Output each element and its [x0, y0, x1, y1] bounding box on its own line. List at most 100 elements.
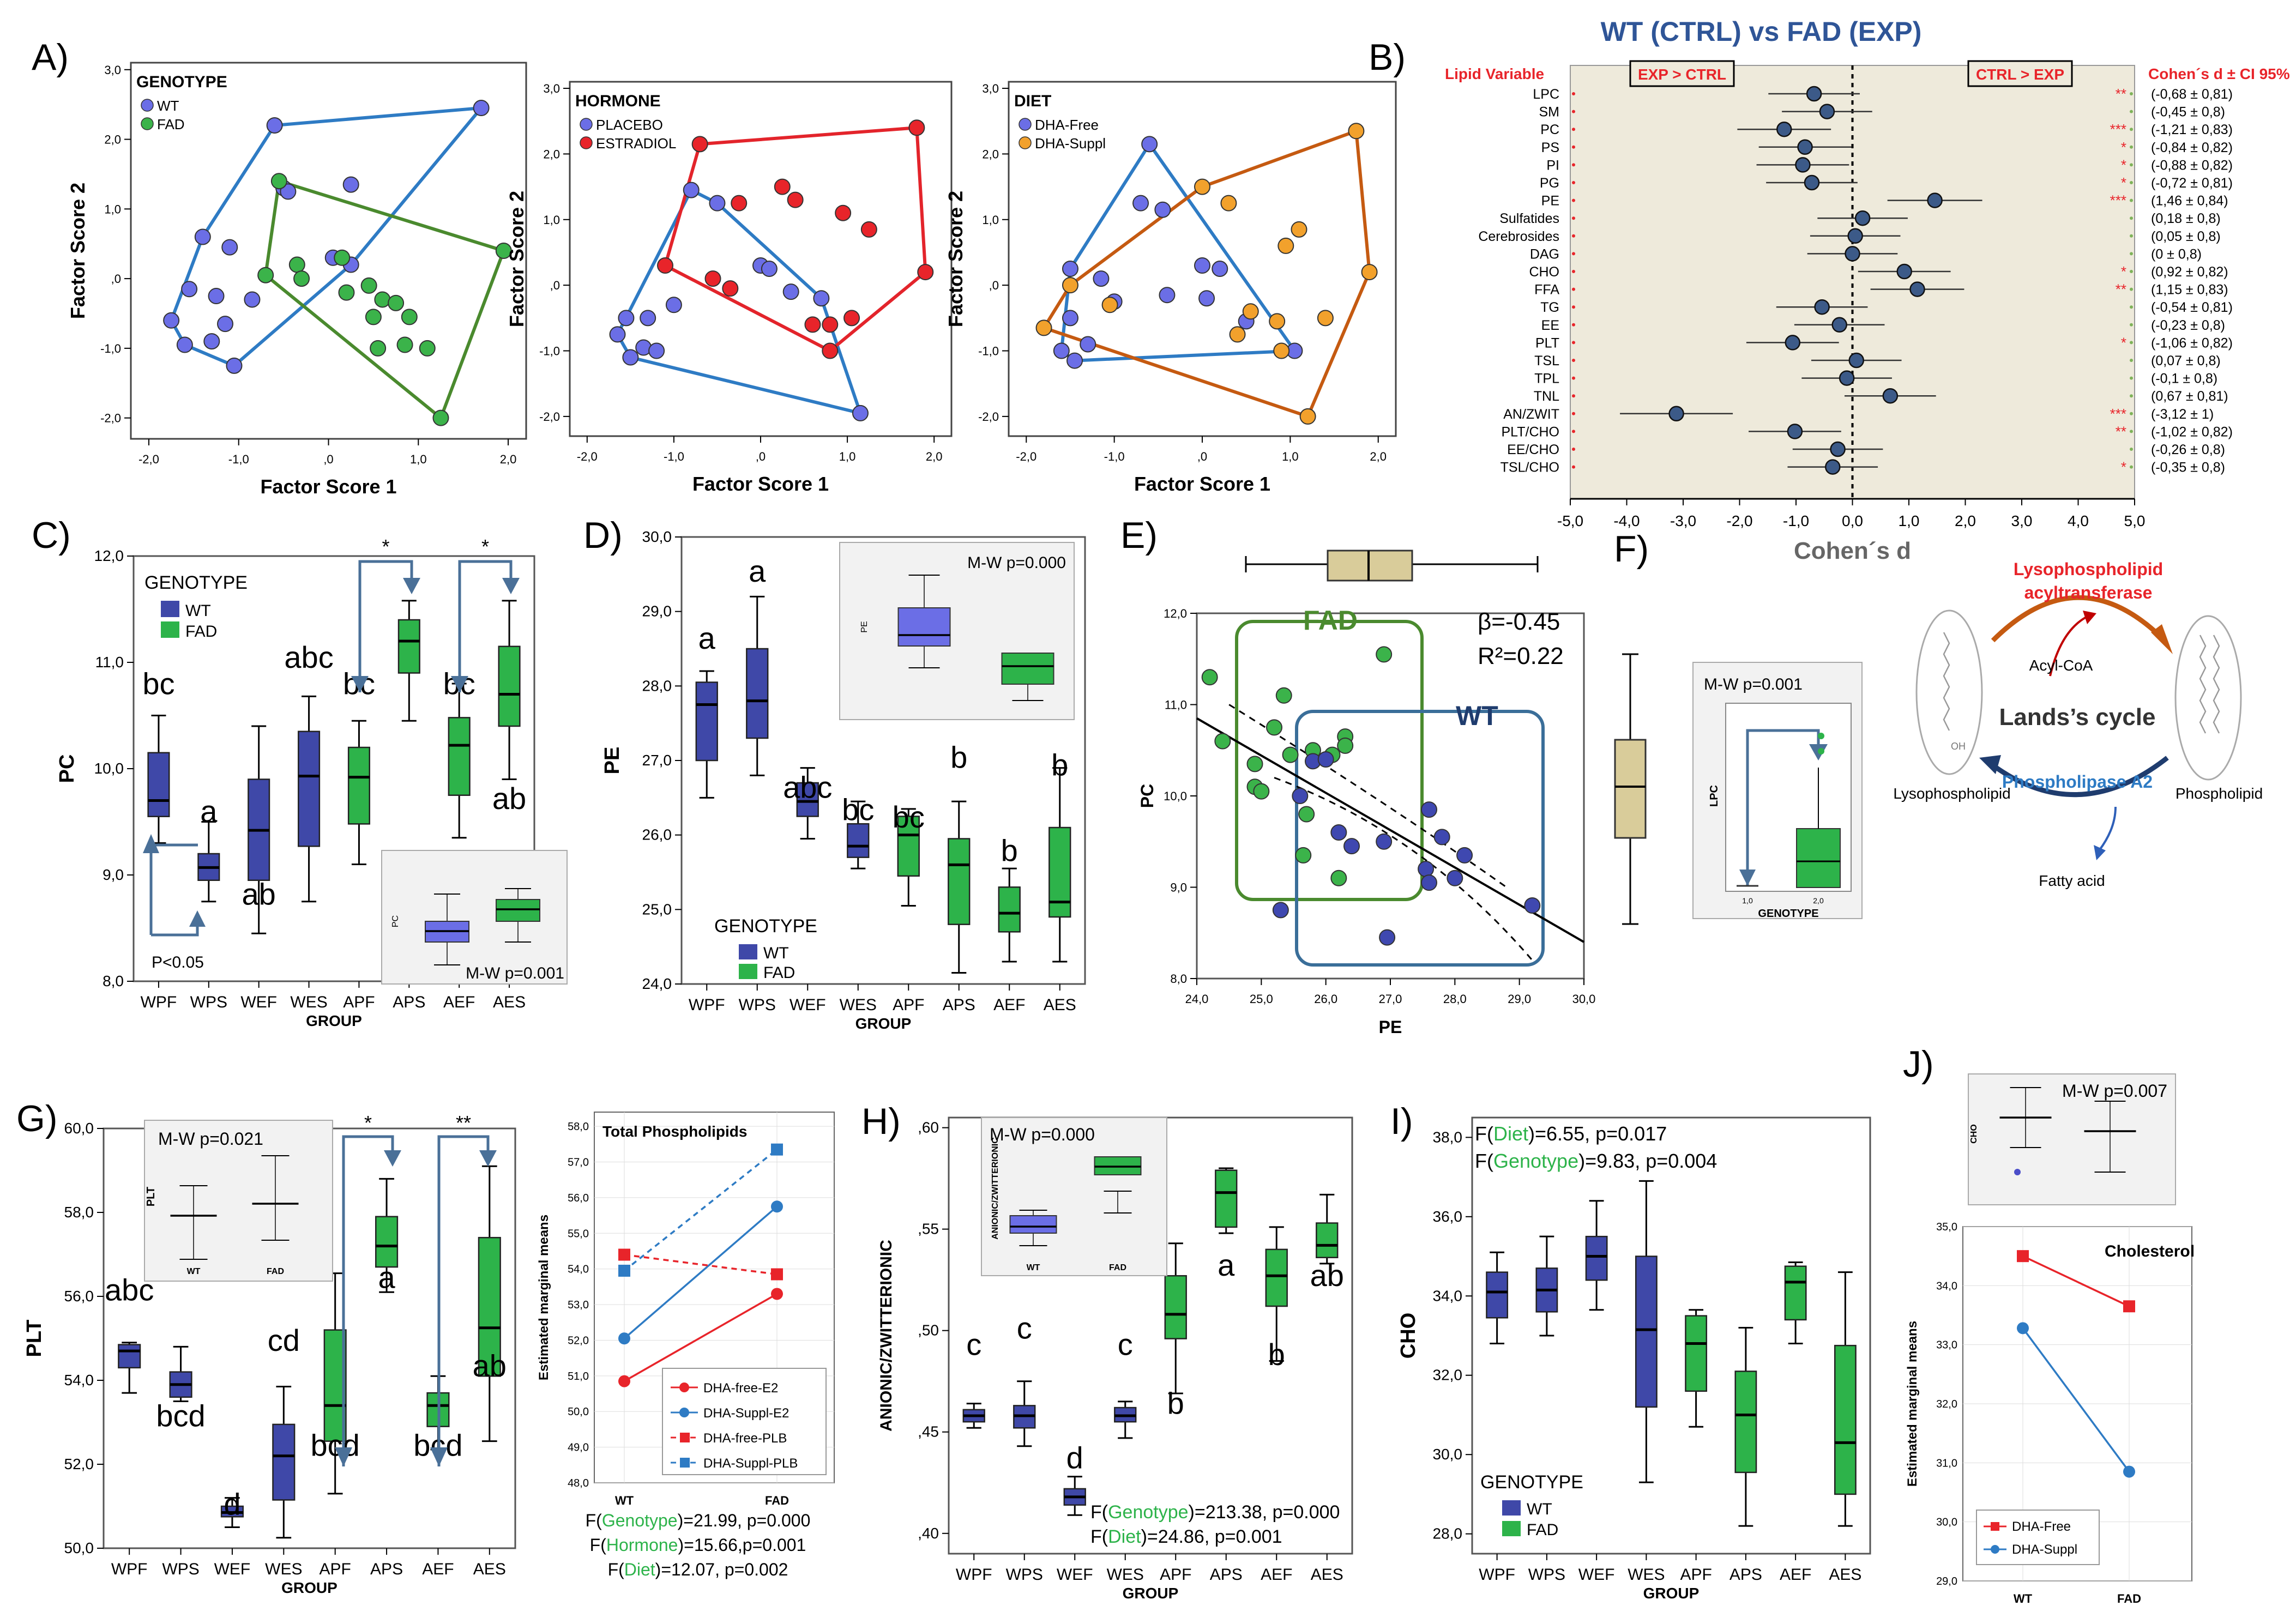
- forest-row-value: (-0,35 ± 0,8): [2151, 460, 2225, 475]
- effect-size-point: [1839, 370, 1855, 386]
- inset-y-label: ANIONIC/ZWITTERIONIC: [991, 1137, 1000, 1240]
- series-marker: [618, 1332, 630, 1345]
- arrow-head: [451, 676, 468, 692]
- row-marker-left: [1572, 128, 1575, 131]
- x-tick-label: WEF: [1057, 1566, 1093, 1584]
- effect-size-point: [1854, 210, 1871, 226]
- data-point: [1295, 847, 1312, 864]
- anova-stat: F(Diet)=12.07, p=0.002: [608, 1560, 788, 1579]
- data-point: [396, 336, 413, 353]
- chart-title: Cholesterol: [2105, 1242, 2195, 1260]
- y-tick-label: 29,0: [642, 603, 672, 620]
- significance-letter: cd: [268, 1323, 300, 1357]
- series-marker: [2123, 1300, 2135, 1313]
- significance-letter: b: [950, 740, 967, 775]
- box-iqr: [1585, 1235, 1608, 1281]
- forest-column-left: Lipid Variable: [1445, 65, 1544, 82]
- stat-value: )=21.99, p=0.000: [678, 1511, 811, 1530]
- data-point: [1272, 902, 1289, 919]
- x-tick-label: 25,0: [1250, 992, 1273, 1006]
- forest-row-name: LPC: [1533, 87, 1559, 102]
- forest-row-name: EE/CHO: [1507, 442, 1559, 457]
- forest-row-name: PE: [1541, 194, 1559, 209]
- legend-marker: [680, 1458, 690, 1468]
- forest-row-value: (0,92 ± 0,82): [2151, 264, 2228, 280]
- inset-test-label: M-W p=0.007: [2062, 1081, 2167, 1101]
- inset-background: [839, 542, 1075, 720]
- box-iqr: [1164, 1275, 1187, 1339]
- x-tick-label: WEF: [790, 996, 826, 1014]
- stat-prefix: F(: [590, 1535, 607, 1555]
- marginal-box-y: [1614, 739, 1647, 839]
- inset-test-label: M-W p=0.000: [967, 554, 1066, 572]
- forest-row-value: (0,05 ± 0,8): [2151, 229, 2221, 244]
- stat-prefix: F(: [1090, 1502, 1108, 1523]
- series-marker: [2017, 1322, 2029, 1335]
- y-tick-label: 8,0: [103, 973, 124, 989]
- stat-value: )=213.38, p=0.000: [1189, 1502, 1340, 1523]
- forest-column-right: Cohen´s d ± CI 95%: [2148, 65, 2290, 82]
- x-tick-label: -1,0: [1104, 450, 1125, 463]
- legend-fad-swatch: [1502, 1521, 1521, 1536]
- forest-row-value: (-0,26 ± 0,8): [2151, 442, 2225, 457]
- data-point: [618, 310, 635, 327]
- effect-size-point: [1819, 104, 1835, 119]
- y-tick-label: 30,0: [1936, 1517, 1957, 1529]
- x-tick-label: AEF: [1261, 1566, 1292, 1584]
- y-tick-label: ,40: [918, 1525, 939, 1542]
- legend-wt-swatch: [739, 944, 757, 959]
- inset-background: [981, 1117, 1167, 1276]
- acyl-coa-label: Acyl-CoA: [2029, 657, 2093, 674]
- data-point: [622, 349, 639, 366]
- x-tick-label: -2,0: [577, 450, 598, 463]
- effect-size-point: [1848, 352, 1864, 369]
- data-point: [1093, 270, 1110, 287]
- legend-marker: [1019, 136, 1032, 149]
- anova-stat: F(Genotype)=9.83, p=0.004: [1475, 1150, 1717, 1172]
- series-line: [623, 1149, 778, 1272]
- hydroxyl-label: OH: [1951, 741, 1966, 752]
- panel-label-H: H): [861, 1101, 901, 1142]
- row-marker-left: [1572, 270, 1575, 273]
- effect-size-point: [1927, 192, 1943, 208]
- arrow-head: [479, 1150, 497, 1167]
- y-tick-label: 56,0: [568, 1192, 589, 1204]
- data-point: [731, 195, 748, 212]
- legend-marker: [141, 99, 154, 112]
- box-iqr: [347, 746, 370, 825]
- data-point: [1292, 788, 1309, 804]
- data-point: [1433, 829, 1450, 846]
- arrow-head: [143, 834, 159, 853]
- y-tick-label: ,0: [989, 279, 999, 292]
- significance-stars: **: [2116, 86, 2126, 102]
- stat-factor: Genotype: [1493, 1150, 1578, 1172]
- forest-row-name: TPL: [1534, 371, 1559, 387]
- effect-size-point: [1776, 121, 1792, 137]
- data-point: [244, 291, 261, 308]
- significance-star: *: [382, 535, 389, 558]
- significance-letter: bcd: [311, 1428, 360, 1463]
- data-point: [1337, 737, 1354, 754]
- data-point: [804, 316, 821, 333]
- arrow-head: [403, 578, 420, 594]
- box-iqr: [1685, 1315, 1708, 1392]
- data-point: [181, 281, 198, 298]
- data-point: [473, 100, 490, 117]
- x-tick-label: WEF: [240, 993, 277, 1011]
- data-point: [782, 283, 799, 300]
- series-marker: [618, 1248, 630, 1261]
- inset-test-label: M-W p=0.001: [1704, 675, 1803, 693]
- y-tick-label: 8,0: [1170, 972, 1187, 986]
- x-tick-label: APF: [893, 996, 924, 1014]
- x-tick-label: AEF: [443, 993, 475, 1011]
- x-tick-label: WPS: [190, 993, 227, 1011]
- legend-label: FAD: [157, 116, 185, 132]
- stat-factor: Genotype: [1108, 1502, 1188, 1523]
- y-tick-label: 35,0: [1936, 1221, 1957, 1233]
- data-point: [1376, 833, 1393, 850]
- acyl-chain: [1943, 632, 1950, 731]
- data-point: [1132, 195, 1149, 212]
- data-point: [1035, 319, 1052, 336]
- data-point: [1194, 257, 1210, 274]
- stat-value: )=12.07, p=0.002: [655, 1560, 788, 1579]
